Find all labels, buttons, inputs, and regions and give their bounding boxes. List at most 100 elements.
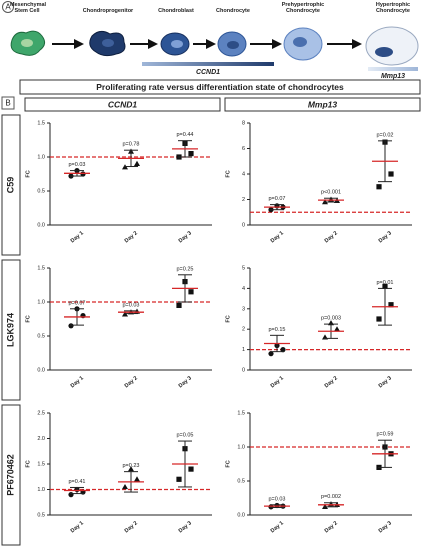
- p-value: p<0.001: [321, 190, 341, 196]
- point: [68, 492, 74, 498]
- point: [68, 323, 74, 329]
- y-tick-label: 2: [242, 327, 245, 333]
- point: [382, 283, 388, 289]
- point: [280, 347, 286, 353]
- p-value: p=0.44: [177, 132, 194, 138]
- y-tick-label: 5: [242, 265, 245, 271]
- y-tick-label: 4: [242, 171, 245, 177]
- x-tick-label: Day 1: [70, 520, 85, 534]
- point: [376, 184, 382, 190]
- title-box: [19, 79, 421, 95]
- y-tick-label: 8: [242, 120, 245, 126]
- panel-label: B: [5, 99, 10, 108]
- x-tick-label: Day 1: [70, 375, 85, 389]
- p-value: p=0.03: [123, 302, 140, 308]
- x-tick-label: Day 3: [378, 230, 393, 244]
- y-tick-label: 1.0: [37, 154, 45, 160]
- p-value: p=0.01: [377, 280, 394, 286]
- x-tick-label: Day 2: [124, 230, 139, 244]
- p-value: p=0.03: [69, 162, 86, 168]
- y-tick-label: 1.0: [37, 299, 45, 305]
- y-axis-label: FC: [225, 170, 231, 177]
- y-tick-label: 1: [242, 347, 245, 353]
- y-tick-label: 1.5: [37, 461, 45, 467]
- point: [388, 171, 394, 177]
- y-axis-label: FC: [25, 315, 31, 322]
- point: [188, 289, 194, 295]
- point: [188, 151, 194, 157]
- p-value: p=0.25: [177, 266, 194, 272]
- p-value: p=0.003: [321, 316, 341, 322]
- y-tick-label: 1.5: [37, 265, 45, 271]
- y-tick-label: 6: [242, 146, 245, 152]
- y-tick-label: 1.0: [237, 444, 245, 450]
- p-value: p=0.002: [321, 494, 341, 500]
- stage-label: Chondroprogenitor: [82, 8, 134, 14]
- x-tick-label: Day 2: [324, 520, 339, 534]
- column-header: CCND1: [108, 99, 138, 109]
- column-header: Mmp13: [308, 99, 338, 109]
- point: [128, 466, 134, 472]
- x-tick-label: Day 2: [324, 375, 339, 389]
- point: [376, 316, 382, 322]
- p-value: p=0.59: [377, 432, 394, 438]
- point: [334, 326, 340, 332]
- y-axis-label: FC: [225, 460, 231, 467]
- y-axis-label: FC: [225, 315, 231, 322]
- y-tick-label: 0.0: [37, 222, 45, 228]
- x-tick-label: Day 3: [178, 375, 193, 389]
- y-tick-label: 0.5: [237, 478, 245, 484]
- marker-label: Mmp13: [381, 73, 405, 80]
- p-value: p=0.23: [123, 463, 140, 469]
- p-value: p=0.03: [269, 496, 286, 502]
- stage-label: Mesenchymal Stem Cell: [10, 2, 47, 14]
- x-tick-label: Day 2: [324, 230, 339, 244]
- y-tick-label: 0.5: [37, 188, 45, 194]
- y-tick-label: 1.5: [237, 410, 245, 416]
- x-tick-label: Day 3: [378, 520, 393, 534]
- panel-label-box: [1, 96, 15, 110]
- point: [134, 160, 140, 166]
- x-tick-label: Day 1: [270, 375, 285, 389]
- point: [134, 476, 140, 482]
- row-header-box: [1, 114, 21, 256]
- x-tick-label: Day 1: [270, 230, 285, 244]
- x-tick-label: Day 2: [124, 375, 139, 389]
- y-tick-label: 0: [242, 222, 245, 228]
- p-value: p=0.15: [269, 327, 286, 333]
- p-value: p=0.07: [69, 300, 86, 306]
- row-header-box: [1, 404, 21, 546]
- y-tick-label: 0.0: [237, 512, 245, 518]
- y-tick-label: 1.5: [37, 120, 45, 126]
- x-tick-label: Day 2: [124, 520, 139, 534]
- y-axis-label: FC: [25, 460, 31, 467]
- panel-title: Proliferating rate versus differentiatio…: [96, 82, 344, 92]
- ccnd1-bar: [142, 62, 274, 66]
- y-tick-label: 3: [242, 306, 245, 312]
- p-value: p=0.07: [269, 196, 286, 202]
- point: [176, 302, 182, 308]
- x-tick-label: Day 1: [70, 230, 85, 244]
- y-tick-label: 0: [242, 367, 245, 373]
- panel-label-circle: [2, 1, 14, 13]
- y-tick-label: 4: [242, 286, 245, 292]
- stage-label: Chondroblast: [158, 8, 194, 14]
- p-value: p=0.05: [177, 433, 194, 439]
- marker-label: CCND1: [196, 69, 220, 76]
- column-header-box: [224, 97, 421, 112]
- cells: [10, 26, 419, 66]
- y-tick-label: 0.5: [37, 512, 45, 518]
- row-header: PF670462: [5, 454, 15, 496]
- y-tick-label: 2.5: [37, 410, 45, 416]
- y-tick-label: 0.5: [37, 333, 45, 339]
- row-header-box: [1, 259, 21, 401]
- x-tick-label: Day 1: [270, 520, 285, 534]
- mmp13-bar: [368, 67, 418, 71]
- stage-label: Chondrocyte: [216, 8, 250, 14]
- panel-label: A: [5, 3, 11, 12]
- stage-label: Hypertrophic Chondrocyte: [375, 2, 411, 14]
- p-value: p=0.02: [377, 132, 394, 138]
- row-header: LGK974: [5, 313, 15, 347]
